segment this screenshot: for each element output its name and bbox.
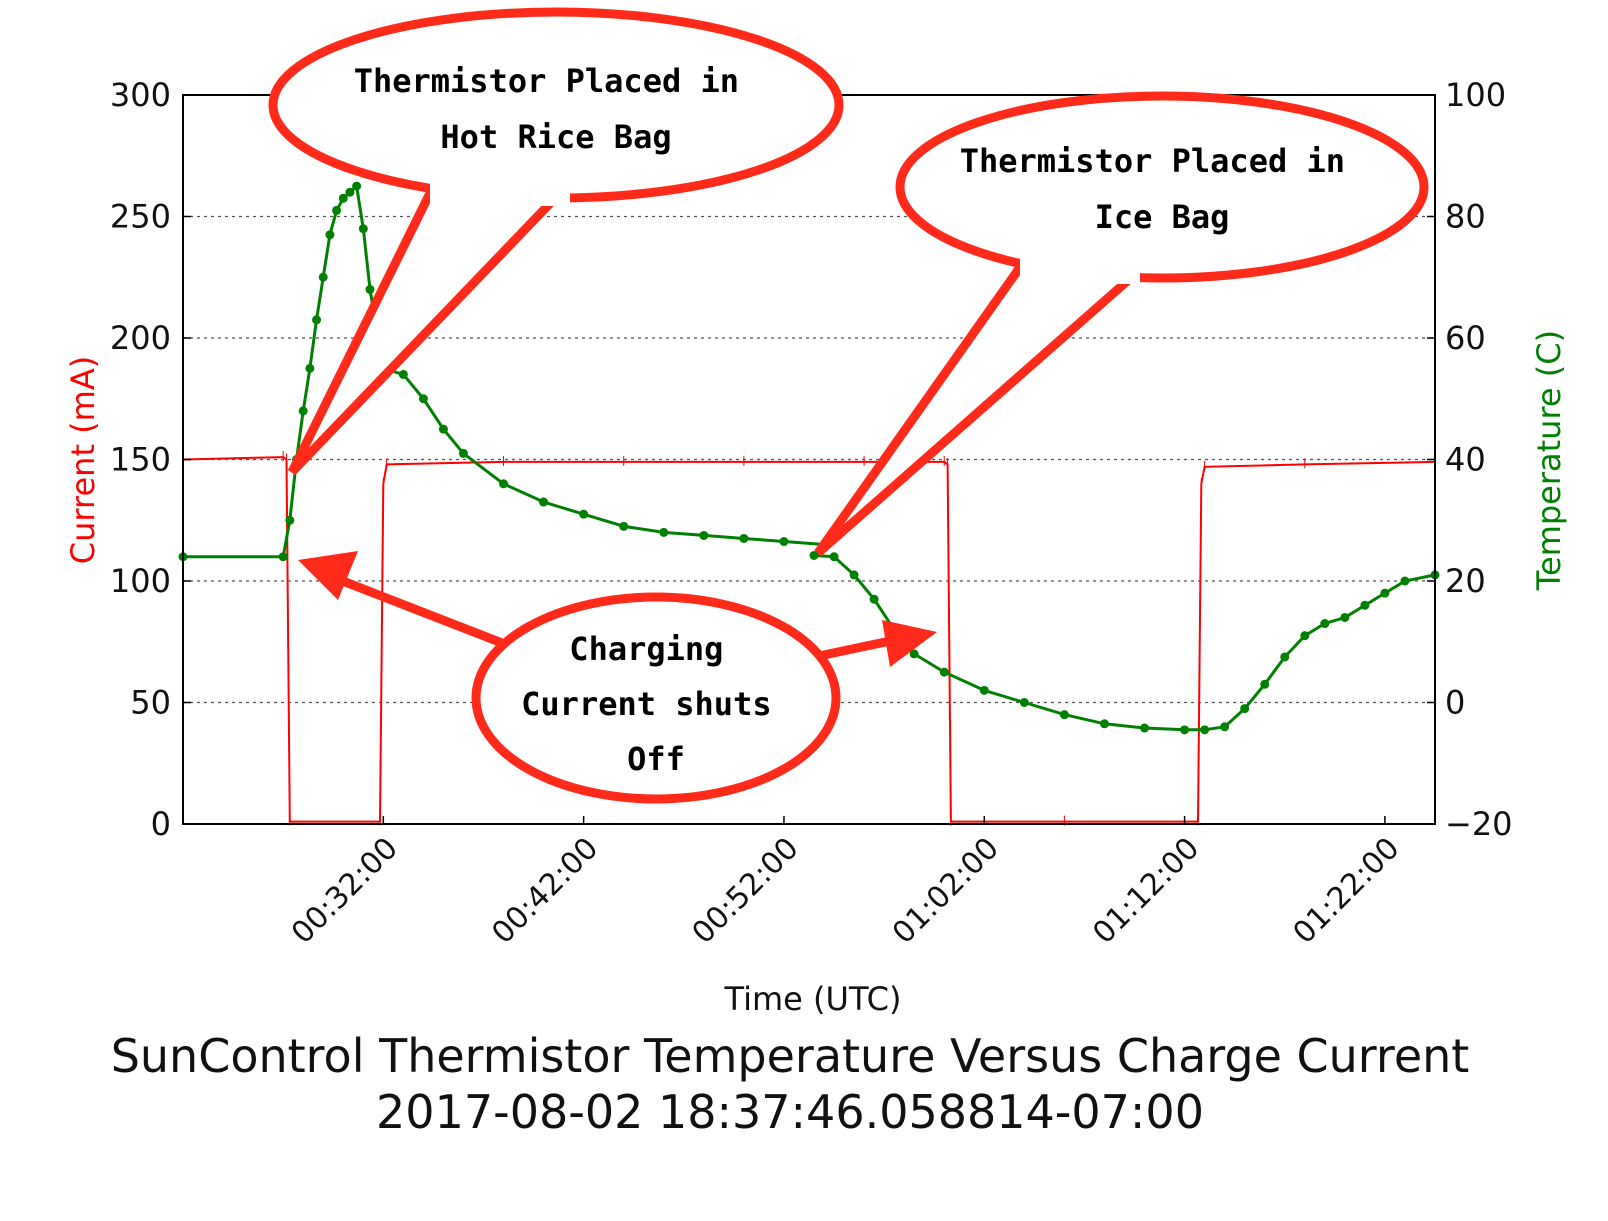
temperature-data-point	[1260, 679, 1270, 689]
callout-hot-rice-bag-text: Thermistor Placed in Hot Rice Bag	[354, 62, 759, 156]
temperature-data-point	[1300, 631, 1310, 641]
chart-title: SunControl Thermistor Temperature Versus…	[111, 1029, 1470, 1083]
y-left-tick-label: 200	[110, 319, 171, 357]
temperature-data-point	[1180, 725, 1190, 735]
callout-hot-rice-bag-line-1: Thermistor Placed in	[354, 62, 739, 100]
y-right-tick-label: 40	[1445, 441, 1486, 479]
temperature-data-point	[1019, 698, 1029, 707]
temperature-data-point	[338, 193, 348, 203]
temperature-data-point	[909, 649, 919, 659]
y-left-tick-label: 0	[151, 805, 171, 843]
y-right-tick-label: 100	[1445, 76, 1506, 114]
callout-charging-off-line-3: Off	[627, 740, 685, 778]
callout-ice-bag-text: Thermistor Placed in Ice Bag	[960, 142, 1365, 236]
temperature-data-point	[829, 552, 839, 562]
temperature-data-point	[809, 550, 819, 560]
temperature-data-point	[278, 552, 288, 562]
temperature-data-point	[1140, 723, 1150, 733]
callout-ice-bag-pointer	[814, 260, 1136, 557]
temperature-data-point	[539, 497, 549, 507]
temperature-data-point	[1320, 619, 1330, 629]
temperature-data-point	[1059, 710, 1069, 720]
x-axis-label: Time (UTC)	[724, 980, 902, 1018]
callout-hot-rice-bag: Thermistor Placed in Hot Rice Bag	[268, 7, 844, 476]
chart-subtitle: 2017-08-02 18:37:46.058814-07:00	[376, 1085, 1204, 1139]
temperature-data-point	[779, 537, 789, 547]
temperature-data-point	[358, 224, 368, 234]
temperature-data-point	[318, 272, 328, 282]
temperature-data-point	[1400, 576, 1410, 586]
callout-hot-rice-bag-join	[430, 176, 570, 206]
y-right-tick-label: 20	[1445, 562, 1486, 600]
callout-hot-rice-bag-pointer	[287, 181, 564, 476]
temperature-data-point	[312, 315, 322, 325]
temperature-data-point	[499, 479, 509, 489]
temperature-data-point	[458, 448, 468, 458]
callout-charging-off-line-1: Charging	[569, 630, 723, 668]
y-right-tick-label: 0	[1445, 684, 1465, 722]
callout-hot-rice-bag-line-2: Hot Rice Bag	[440, 118, 671, 156]
temperature-data-point	[345, 187, 355, 197]
y-left-tick-label: 100	[110, 562, 171, 600]
temperature-data-point	[1200, 725, 1210, 735]
temperature-data-point	[365, 284, 375, 294]
y-right-tick-label: 60	[1445, 319, 1486, 357]
temperature-data-point	[1380, 588, 1390, 598]
temperature-data-point	[1340, 612, 1350, 622]
y-left-tick-label: 300	[110, 76, 171, 114]
temperature-data-point	[325, 230, 335, 240]
callout-charging-off-arrow-left-head	[298, 551, 358, 600]
callout-hot-rice-bag-bubble	[268, 7, 844, 203]
temperature-data-point	[285, 515, 295, 525]
y-right-tick-label: 80	[1445, 198, 1486, 236]
temperature-data-point	[579, 509, 589, 519]
current-series-line	[182, 456, 1436, 823]
temperature-data-point	[739, 533, 749, 543]
temperature-data-point	[659, 527, 669, 537]
temperature-data-point	[418, 394, 428, 404]
callout-charging-off-arrow-left-shaft	[333, 573, 522, 655]
callout-charging-off-text: Charging Current shuts Off	[521, 630, 791, 778]
temperature-data-point	[869, 594, 879, 604]
y-left-tick-label: 50	[130, 684, 171, 722]
temperature-data-point	[1220, 722, 1230, 732]
callout-ice-bag-line-2: Ice Bag	[1095, 198, 1230, 236]
y-right-tick-label: −20	[1445, 805, 1513, 843]
temperature-data-point	[939, 667, 949, 677]
temperature-data-point	[298, 406, 308, 416]
temperature-data-point	[438, 424, 448, 434]
temperature-data-point	[352, 181, 362, 191]
temperature-data-point	[1280, 652, 1290, 662]
temperature-data-point	[305, 363, 315, 373]
callout-charging-off-arrow-right-head	[882, 620, 937, 667]
temperature-data-point	[1360, 600, 1370, 610]
y-axis-right-label: Temperature (C)	[1530, 330, 1568, 591]
callout-charging-off-bubble	[471, 592, 841, 804]
temperature-data-point	[1240, 704, 1250, 714]
callout-charging-off: Charging Current shuts Off	[298, 551, 937, 804]
y-left-tick-label: 250	[110, 198, 171, 236]
temperature-data-point	[699, 530, 709, 540]
callout-ice-bag-line-1: Thermistor Placed in	[960, 142, 1345, 180]
y-left-tick-label: 150	[110, 441, 171, 479]
right-y-axis: −20 0 20 40 60 80 100	[1427, 76, 1513, 843]
temperature-data-point	[619, 521, 629, 531]
callout-ice-bag-join	[1020, 256, 1140, 284]
callout-ice-bag: Thermistor Placed in Ice Bag	[814, 91, 1429, 557]
callout-ice-bag-bubble	[895, 91, 1429, 283]
left-y-axis: 0 50 100 150 200 250 300	[110, 76, 191, 843]
temperature-data-point	[332, 205, 342, 215]
temperature-data-point	[849, 570, 859, 580]
temperature-data-point	[1099, 719, 1109, 729]
temperature-data-point	[979, 685, 989, 695]
callout-charging-off-line-2: Current shuts	[521, 685, 771, 723]
temperature-data-point	[398, 369, 408, 379]
y-axis-left-label: Current (mA)	[64, 356, 102, 564]
